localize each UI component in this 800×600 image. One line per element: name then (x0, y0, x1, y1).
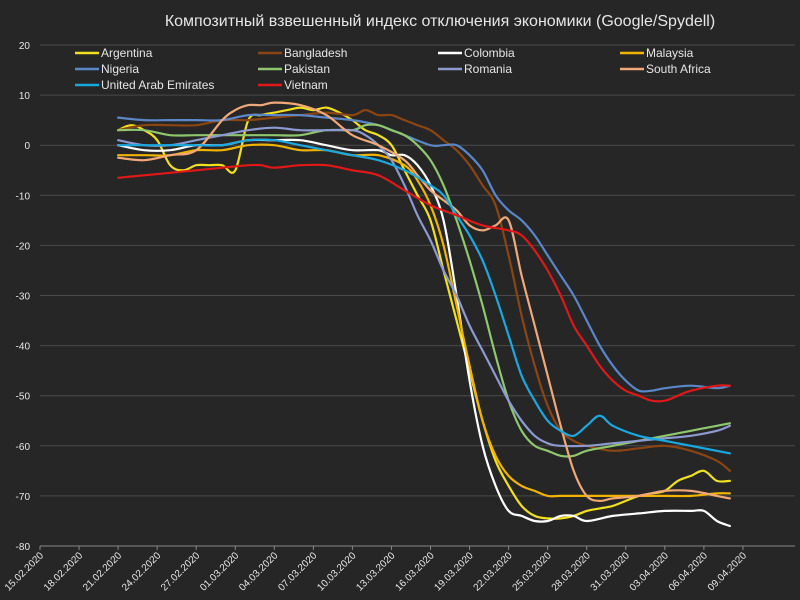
series-line-pakistan (117, 123, 731, 458)
legend-label-malaysia: Malaysia (646, 46, 694, 60)
y-tick-label: 20 (19, 41, 31, 52)
series-line-south-africa (117, 101, 731, 503)
y-tick-label: -70 (16, 492, 31, 503)
legend-label-united-arab-emirates: United Arab Emirates (101, 78, 214, 92)
x-tick-label: 06.04.2020 (667, 550, 710, 593)
series-line-romania (117, 126, 731, 448)
y-tick-label: -40 (16, 342, 31, 353)
y-tick-label: -10 (16, 191, 31, 202)
x-tick-label: 07.03.2020 (276, 550, 319, 593)
y-axis: 20 10 0 -10 -20 -30 -40 -50 -60 -70 -80 (16, 41, 31, 553)
x-tick-label: 15.02.2020 (3, 550, 46, 593)
legend-label-south-africa: South Africa (646, 62, 711, 76)
y-tick-label: -80 (16, 542, 31, 553)
series-lines (117, 101, 731, 528)
y-tick-label: 10 (19, 91, 31, 102)
x-tick-label: 10.03.2020 (315, 550, 358, 593)
chart-title: Композитный взвешенный индекс отключения… (165, 13, 715, 30)
legend-label-vietnam: Vietnam (284, 78, 328, 92)
legend-label-nigeria: Nigeria (101, 62, 139, 76)
legend-label-argentina: Argentina (101, 46, 153, 60)
series-line-vietnam (117, 163, 731, 403)
legend-label-bangladesh: Bangladesh (284, 46, 347, 60)
legend-label-pakistan: Pakistan (284, 62, 330, 76)
x-tick-label: 13.03.2020 (354, 550, 397, 593)
x-tick-label: 31.03.2020 (589, 550, 632, 593)
x-tick-label: 18.02.2020 (42, 550, 85, 593)
x-tick-label: 25.03.2020 (511, 550, 554, 593)
legend-label-colombia: Colombia (464, 46, 515, 60)
x-tick-label: 03.04.2020 (628, 550, 671, 593)
x-tick-label: 22.03.2020 (472, 550, 515, 593)
series-line-malaysia (117, 143, 731, 498)
x-tick-label: 01.03.2020 (198, 550, 241, 593)
legend-label-romania: Romania (464, 62, 512, 76)
series-line-colombia (117, 138, 731, 528)
y-tick-label: -60 (16, 442, 31, 453)
y-tick-label: 0 (24, 141, 30, 152)
series-line-nigeria (117, 113, 731, 393)
series-line-argentina (117, 106, 731, 520)
x-tick-label: 24.02.2020 (120, 550, 163, 593)
x-tick-label: 21.02.2020 (81, 550, 124, 593)
x-tick-label: 27.02.2020 (159, 550, 202, 593)
x-tick-label: 28.03.2020 (550, 550, 593, 593)
x-tick-label: 19.03.2020 (433, 550, 476, 593)
y-tick-label: -50 (16, 392, 31, 403)
x-axis: 15.02.202018.02.202021.02.202024.02.2020… (3, 546, 749, 594)
legend: Argentina Bangladesh Colombia Malaysia Niger… (75, 46, 711, 92)
y-tick-label: -20 (16, 241, 31, 252)
x-tick-label: 09.04.2020 (706, 550, 749, 593)
series-line-united-arab-emirates (117, 138, 731, 455)
y-tick-label: -30 (16, 292, 31, 303)
x-tick-label: 04.03.2020 (237, 550, 280, 593)
x-tick-label: 16.03.2020 (393, 550, 436, 593)
